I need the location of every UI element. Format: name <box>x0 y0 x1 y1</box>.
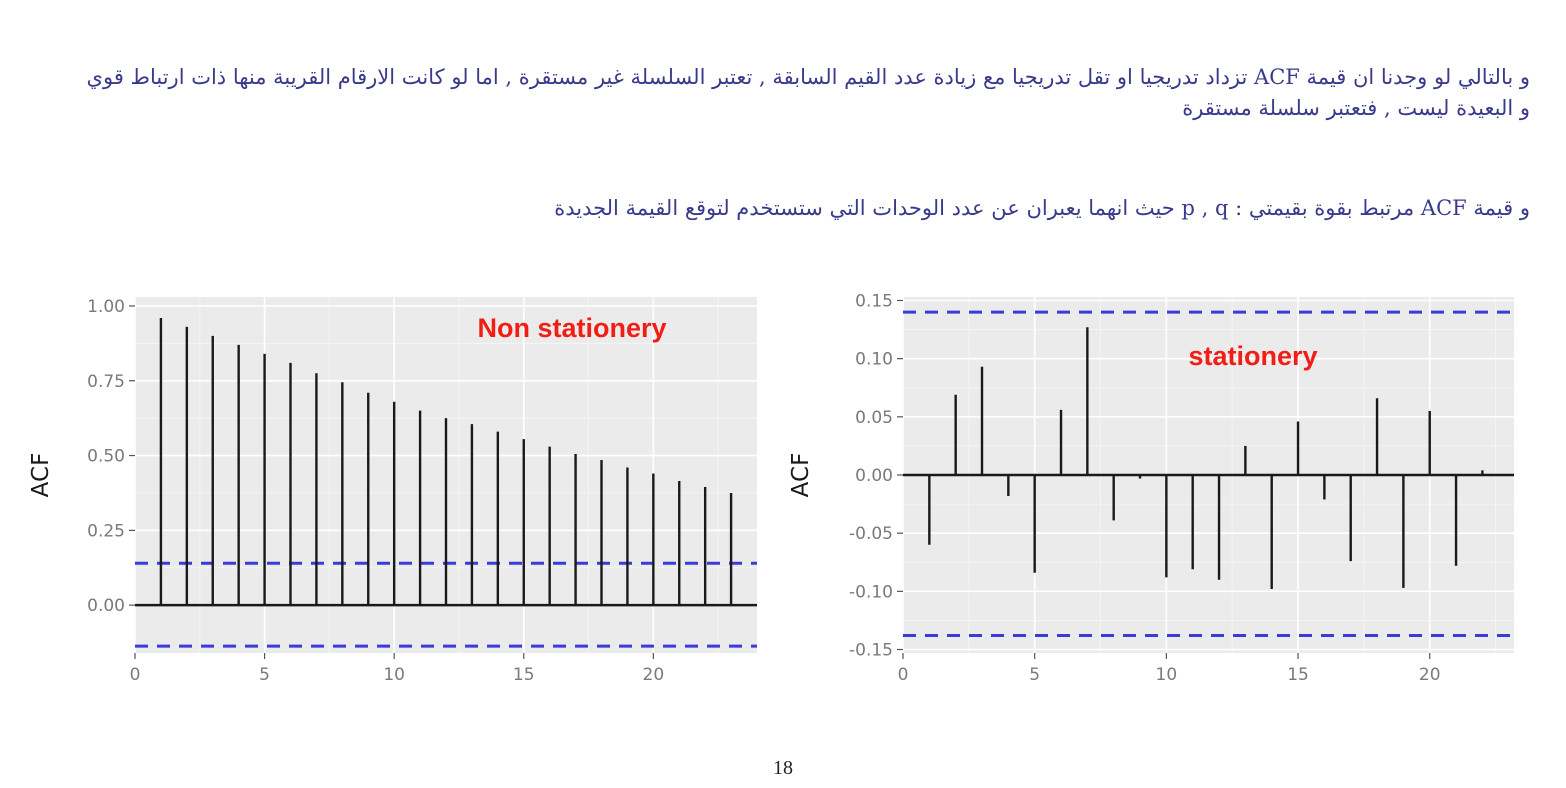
y-axis-title: ACF <box>788 453 814 498</box>
y-axis-title: ACF <box>28 453 54 498</box>
y-tick-label: 0.75 <box>87 372 125 392</box>
y-tick-label: 0.50 <box>87 447 125 467</box>
y-tick-label: 0.10 <box>855 350 893 370</box>
y-tick-label: 0.00 <box>87 596 125 616</box>
x-tick-label: 15 <box>513 665 535 685</box>
pq-paragraph: و قيمة ACF مرتبط بقوة بقيمتي : p , q حيث… <box>554 196 1530 220</box>
y-tick-label: 0.05 <box>855 408 893 428</box>
x-tick-label: 5 <box>259 665 270 685</box>
x-tick-label: 15 <box>1287 665 1309 685</box>
y-tick-label: -0.10 <box>849 582 893 602</box>
x-tick-label: 10 <box>383 665 405 685</box>
chart-annotation: Non stationery <box>477 313 666 343</box>
x-tick-label: 20 <box>1419 665 1441 685</box>
explanation-paragraph: و بالتالي لو وجدنا ان قيمة ACF تزداد تدر… <box>86 65 1530 120</box>
x-tick-label: 20 <box>643 665 665 685</box>
y-tick-label: 0.15 <box>855 291 893 311</box>
x-tick-label: 0 <box>898 665 909 685</box>
y-tick-label: -0.15 <box>849 641 893 661</box>
y-tick-label: -0.05 <box>849 524 893 544</box>
x-tick-label: 10 <box>1156 665 1178 685</box>
x-tick-label: 5 <box>1029 665 1040 685</box>
chart-annotation: stationery <box>1188 341 1317 371</box>
page-number: 18 <box>773 757 793 779</box>
y-tick-label: 0.25 <box>87 521 125 541</box>
y-tick-label: 1.00 <box>87 297 125 317</box>
x-tick-label: 0 <box>130 665 141 685</box>
y-tick-label: 0.00 <box>855 466 893 486</box>
